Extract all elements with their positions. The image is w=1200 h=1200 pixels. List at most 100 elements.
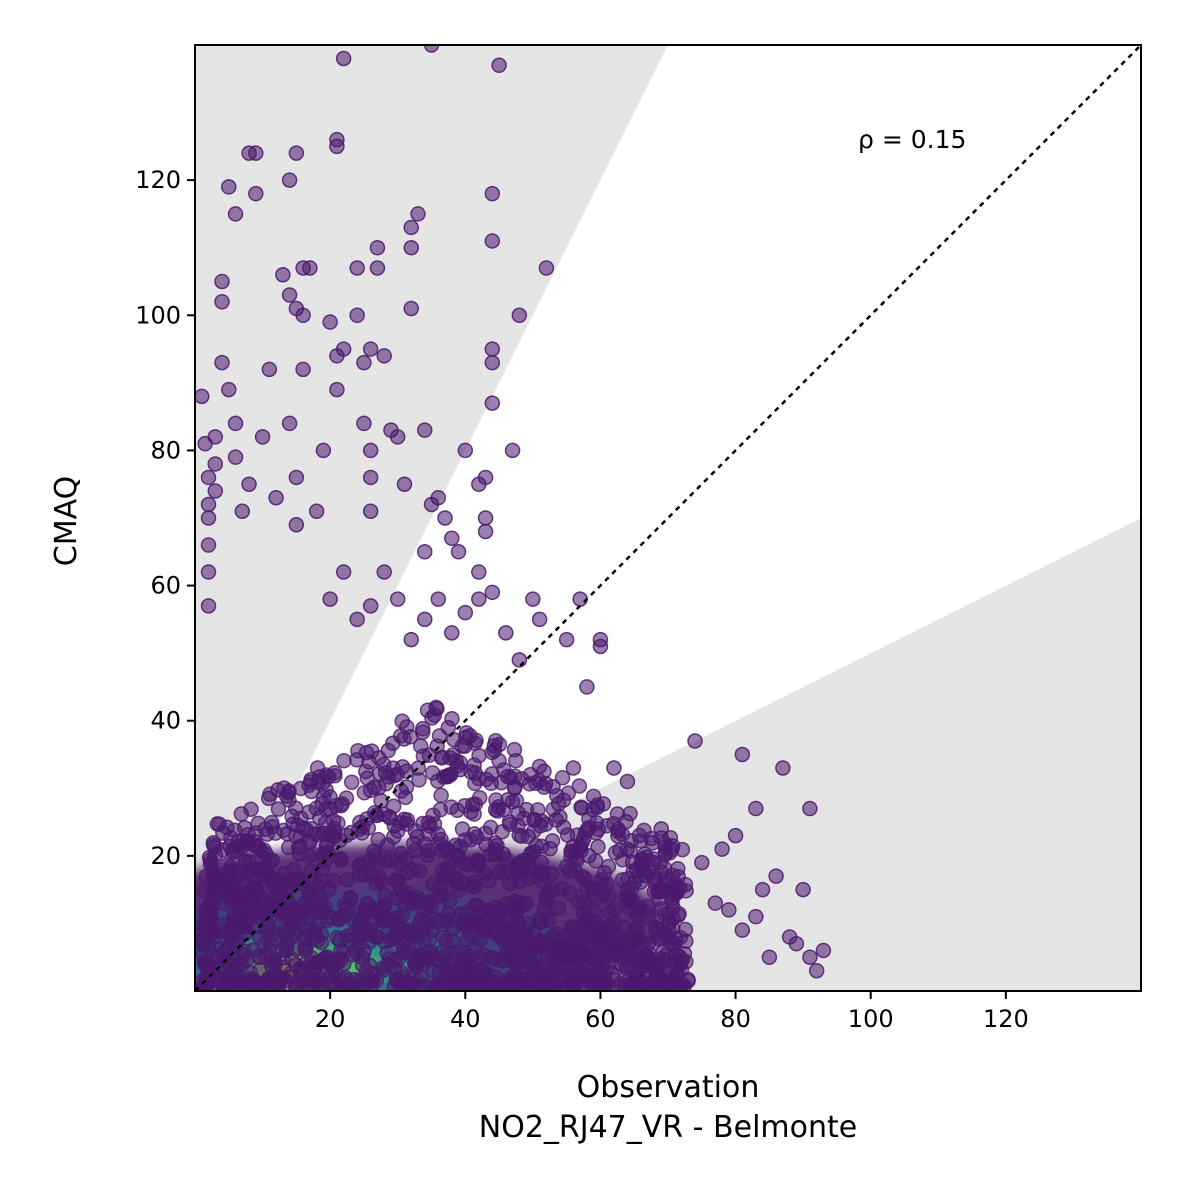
scatter-point	[565, 760, 582, 776]
scatter-point	[534, 873, 551, 890]
scatter-point	[369, 260, 386, 276]
scatter-point	[530, 802, 546, 818]
scatter-point	[396, 476, 413, 492]
scatter-point	[303, 774, 319, 790]
scatter-point	[572, 591, 588, 607]
scatter-point	[450, 544, 467, 560]
scatter-point	[389, 591, 406, 607]
scatter-point	[687, 733, 703, 749]
scatter-point	[600, 858, 617, 875]
scatter-point	[443, 979, 459, 991]
scatter-point	[246, 976, 263, 991]
scatter-point	[416, 611, 433, 628]
scatter-point	[416, 932, 432, 949]
scatter-point	[390, 873, 406, 889]
scatter-point	[564, 971, 581, 988]
scatter-point	[487, 835, 503, 851]
scatter-point	[504, 442, 521, 459]
scatter-point	[464, 914, 480, 931]
scatter-point	[349, 260, 365, 276]
scatter-point	[295, 307, 311, 324]
scatter-point	[270, 801, 287, 817]
scatter-point	[605, 971, 622, 988]
scatter-point	[325, 872, 342, 889]
scatter-point	[449, 802, 466, 819]
scatter-point	[295, 910, 312, 927]
scatter-point	[275, 266, 291, 283]
scatter-point	[218, 978, 235, 991]
scatter-point	[493, 953, 510, 969]
scatter-point	[669, 952, 685, 969]
scatter-point	[617, 937, 633, 953]
scatter-point	[229, 869, 245, 885]
scatter-point	[227, 449, 244, 465]
scatter-point	[563, 919, 580, 935]
y-tick-label: 100	[135, 301, 181, 329]
scatter-point	[492, 914, 509, 931]
scatter-point	[581, 819, 597, 836]
scatter-point	[386, 768, 402, 784]
scatter-point	[301, 804, 317, 820]
scatter-point	[207, 456, 224, 472]
scatter-point	[606, 914, 622, 931]
x-tick-label: 40	[450, 1005, 481, 1033]
scatter-point	[405, 835, 422, 852]
scatter-point	[514, 950, 530, 967]
scatter-point	[496, 865, 512, 882]
scatter-point	[262, 898, 279, 914]
scatter-point	[748, 800, 764, 817]
scatter-point	[335, 341, 352, 357]
scatter-point	[506, 977, 522, 991]
scatter-point	[254, 429, 271, 445]
scatter-point	[324, 828, 341, 844]
scatter-point	[322, 801, 339, 817]
scatter-point	[548, 812, 564, 828]
scatter-point	[319, 961, 336, 978]
scatter-point	[579, 679, 595, 695]
scatter-point	[669, 885, 685, 901]
scatter-point	[315, 442, 332, 459]
scatter-point	[349, 611, 365, 628]
scatter-point	[714, 841, 730, 857]
scatter-point	[329, 138, 345, 155]
scatter-point	[398, 779, 415, 795]
scatter-point	[364, 743, 380, 759]
scatter-point	[592, 638, 609, 655]
plot-area	[195, 45, 1141, 991]
scatter-point	[200, 564, 217, 580]
scatter-point	[436, 949, 452, 965]
scatter-point	[195, 388, 210, 405]
scatter-point	[550, 900, 567, 917]
scatter-point	[296, 930, 313, 947]
scatter-point	[533, 854, 550, 871]
scatter-point	[305, 962, 321, 979]
scatter-point	[501, 814, 518, 830]
scatter-point	[241, 476, 257, 492]
scatter-point	[202, 902, 218, 919]
scatter-point	[362, 972, 378, 989]
scatter-point	[329, 381, 345, 398]
scatter-point	[310, 826, 327, 843]
scatter-point	[261, 361, 278, 378]
scatter-point	[243, 801, 259, 818]
scatter-point	[652, 855, 668, 871]
scatter-point	[511, 652, 528, 668]
scatter-point	[338, 827, 355, 844]
scatter-point	[421, 894, 437, 911]
scatter-point	[363, 902, 379, 919]
scatter-point	[406, 954, 423, 970]
scatter-point	[444, 625, 460, 641]
y-axis-ticks: 20 40 60 80 100 120	[135, 166, 195, 870]
scatter-point	[734, 922, 751, 938]
scatter-point	[258, 860, 275, 876]
scatter-point	[657, 839, 673, 855]
scatter-point	[516, 852, 532, 868]
scatter-point	[748, 908, 764, 925]
scatter-point	[343, 774, 360, 791]
scatter-point	[538, 888, 554, 904]
scatter-point	[207, 483, 224, 499]
scatter-point	[656, 979, 673, 991]
scatter-point	[227, 206, 244, 222]
scatter-point	[333, 952, 349, 968]
scatter-point	[343, 890, 359, 907]
